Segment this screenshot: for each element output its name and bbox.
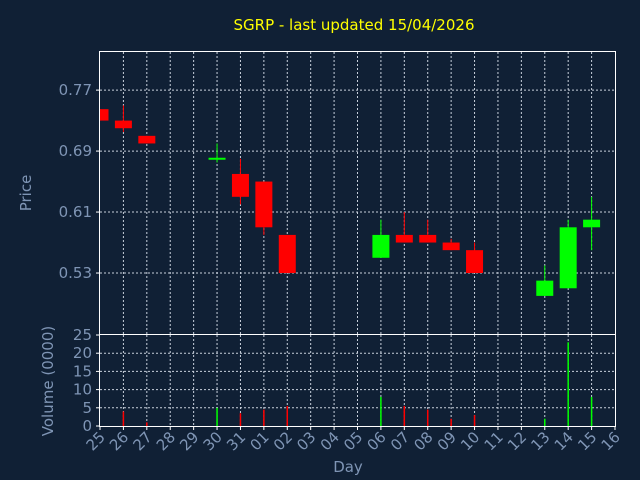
candle-13 <box>536 265 554 296</box>
candle-body <box>583 219 601 228</box>
volume-y-tick-label: 10 <box>73 381 92 399</box>
volume-axis-label: Volume (0000) <box>39 326 57 436</box>
candle-body <box>278 234 296 274</box>
x-tick-label: 06 <box>364 428 390 454</box>
volume-bar <box>146 422 148 426</box>
price-y-tick-label: 0.77 <box>59 81 92 99</box>
x-tick-label: 12 <box>504 428 530 454</box>
price-y-tick-label: 0.61 <box>59 203 92 221</box>
volume-bar <box>544 418 546 426</box>
x-axis-label: Day <box>333 458 363 476</box>
candle-body <box>114 120 132 129</box>
volume-gridlines <box>100 335 615 426</box>
candle-body <box>231 173 249 197</box>
candle-01 <box>255 181 273 235</box>
volume-bar <box>450 418 452 426</box>
volume-bar <box>590 396 593 426</box>
candle-02 <box>278 234 296 274</box>
x-tick-label: 30 <box>200 428 226 454</box>
volume-bar <box>567 342 569 426</box>
candle-body <box>536 280 554 296</box>
price-candles <box>99 105 601 296</box>
x-tick-label: 16 <box>598 428 624 454</box>
candle-09 <box>442 238 460 251</box>
candle-body <box>466 250 484 274</box>
x-tick-label: 08 <box>410 428 436 454</box>
candle-body <box>419 234 437 243</box>
x-axis-ticks: 2526272829303101020304050607080910111213… <box>83 426 624 454</box>
price-y-ticks: 0.77 0.69 0.61 0.53 <box>59 81 100 282</box>
price-y-tick-label: 0.53 <box>59 264 92 282</box>
x-tick-label: 31 <box>223 428 249 454</box>
volume-bar <box>426 409 429 426</box>
volume-bar <box>122 411 125 426</box>
volume-y-tick-label: 5 <box>82 399 92 417</box>
candle-08 <box>419 219 437 243</box>
candle-30 <box>208 143 226 163</box>
volume-bar <box>473 415 476 426</box>
chart-title: SGRP - last updated 15/04/2026 <box>234 16 475 34</box>
x-tick-label: 15 <box>574 428 600 454</box>
x-tick-label: 10 <box>457 428 483 454</box>
candle-25 <box>99 109 109 121</box>
volume-bar <box>239 413 242 426</box>
x-tick-label: 03 <box>293 428 319 454</box>
candle-06 <box>372 219 390 258</box>
x-tick-label: 14 <box>551 428 577 454</box>
x-tick-label: 02 <box>270 428 296 454</box>
candle-10 <box>466 242 484 274</box>
candle-body <box>100 109 109 121</box>
price-axis-label: Price <box>17 175 35 212</box>
candle-07 <box>395 212 413 243</box>
candle-body <box>372 234 390 258</box>
x-tick-label: 26 <box>106 428 132 454</box>
x-tick-label: 09 <box>434 428 460 454</box>
x-tick-label: 13 <box>527 428 553 454</box>
x-tick-label: 05 <box>340 428 366 454</box>
candle-body <box>442 242 460 251</box>
volume-bar <box>263 409 265 426</box>
volume-bar <box>216 407 218 426</box>
x-tick-label: 29 <box>176 428 202 454</box>
candle-body <box>255 181 273 228</box>
volume-y-tick-label: 25 <box>73 326 92 344</box>
candle-27 <box>138 135 156 144</box>
x-tick-label: 11 <box>481 428 507 454</box>
volume-y-tick-label: 20 <box>73 344 92 362</box>
price-y-tick-label: 0.69 <box>59 142 92 160</box>
candle-26 <box>114 105 132 133</box>
candle-body <box>395 234 413 243</box>
x-tick-label: 27 <box>129 428 155 454</box>
x-tick-label: 01 <box>246 428 272 454</box>
candle-15 <box>583 196 601 251</box>
volume-bar <box>380 396 382 426</box>
volume-y-tick-label: 0 <box>82 417 92 435</box>
candle-31 <box>231 158 249 205</box>
x-tick-label: 04 <box>317 428 343 454</box>
x-tick-label: 28 <box>153 428 179 454</box>
candle-body <box>138 135 156 144</box>
price-panel: 0.77 0.69 0.61 0.53 Price <box>17 51 616 335</box>
volume-bar <box>403 405 406 426</box>
candle-14 <box>559 219 577 289</box>
volume-bar <box>286 405 289 426</box>
candle-body <box>559 227 577 289</box>
x-tick-label: 07 <box>387 428 413 454</box>
volume-y-tick-label: 15 <box>73 362 92 380</box>
volume-bars <box>122 342 593 426</box>
